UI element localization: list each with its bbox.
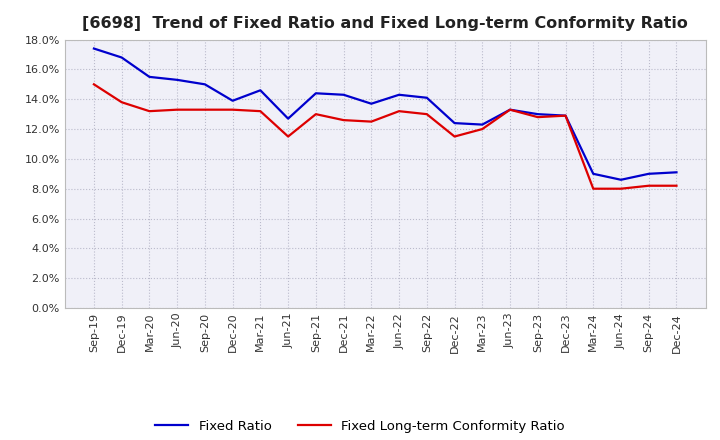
Fixed Ratio: [450, 121, 459, 126]
Fixed Ratio: [284, 116, 292, 121]
Fixed Long-term Conformity Ratio: [478, 126, 487, 132]
Fixed Ratio: [534, 111, 542, 117]
Fixed Ratio: [395, 92, 403, 97]
Fixed Ratio: [228, 98, 237, 103]
Fixed Ratio: [201, 82, 210, 87]
Fixed Ratio: [644, 171, 653, 176]
Fixed Long-term Conformity Ratio: [312, 111, 320, 117]
Fixed Ratio: [423, 95, 431, 100]
Fixed Long-term Conformity Ratio: [284, 134, 292, 139]
Fixed Long-term Conformity Ratio: [89, 82, 98, 87]
Fixed Ratio: [173, 77, 181, 82]
Fixed Long-term Conformity Ratio: [117, 99, 126, 105]
Fixed Long-term Conformity Ratio: [616, 186, 625, 191]
Fixed Ratio: [505, 107, 514, 112]
Fixed Ratio: [367, 101, 376, 106]
Fixed Ratio: [672, 170, 681, 175]
Fixed Long-term Conformity Ratio: [423, 111, 431, 117]
Fixed Long-term Conformity Ratio: [672, 183, 681, 188]
Fixed Ratio: [561, 113, 570, 118]
Fixed Long-term Conformity Ratio: [534, 114, 542, 120]
Fixed Long-term Conformity Ratio: [201, 107, 210, 112]
Fixed Long-term Conformity Ratio: [145, 109, 154, 114]
Legend: Fixed Ratio, Fixed Long-term Conformity Ratio: Fixed Ratio, Fixed Long-term Conformity …: [150, 414, 570, 438]
Fixed Ratio: [589, 171, 598, 176]
Fixed Long-term Conformity Ratio: [589, 186, 598, 191]
Title: [6698]  Trend of Fixed Ratio and Fixed Long-term Conformity Ratio: [6698] Trend of Fixed Ratio and Fixed Lo…: [82, 16, 688, 32]
Fixed Long-term Conformity Ratio: [505, 107, 514, 112]
Fixed Long-term Conformity Ratio: [339, 117, 348, 123]
Fixed Long-term Conformity Ratio: [367, 119, 376, 124]
Line: Fixed Ratio: Fixed Ratio: [94, 48, 677, 180]
Fixed Long-term Conformity Ratio: [228, 107, 237, 112]
Fixed Ratio: [478, 122, 487, 127]
Fixed Long-term Conformity Ratio: [395, 109, 403, 114]
Fixed Ratio: [616, 177, 625, 183]
Line: Fixed Long-term Conformity Ratio: Fixed Long-term Conformity Ratio: [94, 84, 677, 189]
Fixed Ratio: [312, 91, 320, 96]
Fixed Long-term Conformity Ratio: [173, 107, 181, 112]
Fixed Ratio: [256, 88, 265, 93]
Fixed Long-term Conformity Ratio: [644, 183, 653, 188]
Fixed Long-term Conformity Ratio: [450, 134, 459, 139]
Fixed Long-term Conformity Ratio: [561, 113, 570, 118]
Fixed Ratio: [339, 92, 348, 97]
Fixed Ratio: [117, 55, 126, 60]
Fixed Ratio: [89, 46, 98, 51]
Fixed Ratio: [145, 74, 154, 80]
Fixed Long-term Conformity Ratio: [256, 109, 265, 114]
